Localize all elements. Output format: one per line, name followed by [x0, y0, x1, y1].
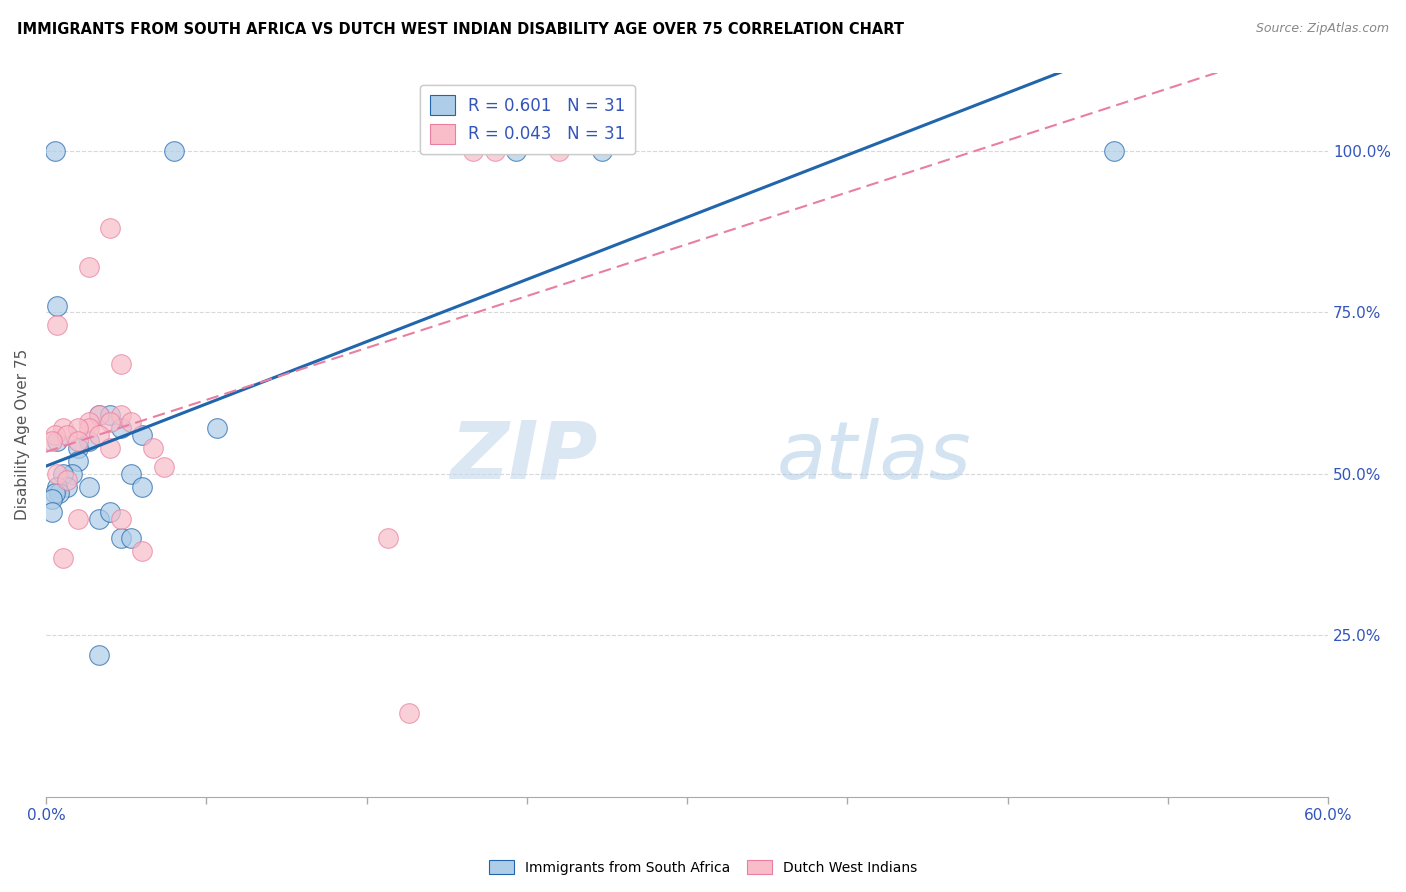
- Point: [131, 544, 153, 558]
- Point: [45, 299, 67, 313]
- Point: [110, 531, 132, 545]
- Point: [45, 479, 67, 493]
- Point: [52, 467, 75, 481]
- Point: [484, 144, 506, 158]
- Point: [591, 144, 613, 158]
- Point: [89, 512, 111, 526]
- Point: [56, 479, 79, 493]
- Point: [98, 505, 121, 519]
- Point: [463, 144, 485, 158]
- Point: [205, 421, 228, 435]
- Point: [41, 492, 63, 507]
- Point: [89, 409, 111, 423]
- Point: [1104, 144, 1126, 158]
- Point: [48, 486, 70, 500]
- Point: [77, 415, 100, 429]
- Point: [110, 512, 132, 526]
- Point: [56, 473, 79, 487]
- Legend: Immigrants from South Africa, Dutch West Indians: Immigrants from South Africa, Dutch West…: [484, 855, 922, 880]
- Point: [44, 486, 66, 500]
- Legend: R = 0.601   N = 31, R = 0.043   N = 31: R = 0.601 N = 31, R = 0.043 N = 31: [420, 85, 636, 154]
- Point: [120, 415, 142, 429]
- Point: [131, 479, 153, 493]
- Point: [44, 144, 66, 158]
- Point: [110, 357, 132, 371]
- Point: [89, 648, 111, 662]
- Y-axis label: Disability Age Over 75: Disability Age Over 75: [15, 349, 30, 520]
- Point: [77, 479, 100, 493]
- Point: [66, 512, 89, 526]
- Point: [45, 467, 67, 481]
- Point: [52, 550, 75, 565]
- Point: [45, 434, 67, 449]
- Point: [66, 421, 89, 435]
- Point: [60, 467, 83, 481]
- Point: [66, 434, 89, 449]
- Point: [110, 421, 132, 435]
- Point: [41, 434, 63, 449]
- Text: ZIP: ZIP: [450, 417, 598, 496]
- Text: IMMIGRANTS FROM SOUTH AFRICA VS DUTCH WEST INDIAN DISABILITY AGE OVER 75 CORRELA: IMMIGRANTS FROM SOUTH AFRICA VS DUTCH WE…: [17, 22, 904, 37]
- Point: [77, 421, 100, 435]
- Point: [110, 409, 132, 423]
- Text: atlas: atlas: [776, 417, 972, 496]
- Point: [44, 427, 66, 442]
- Point: [142, 441, 165, 455]
- Point: [98, 409, 121, 423]
- Point: [98, 441, 121, 455]
- Point: [163, 144, 186, 158]
- Point: [131, 427, 153, 442]
- Point: [98, 221, 121, 235]
- Point: [547, 144, 569, 158]
- Point: [120, 467, 142, 481]
- Point: [77, 434, 100, 449]
- Point: [66, 441, 89, 455]
- Point: [377, 531, 399, 545]
- Point: [89, 427, 111, 442]
- Point: [505, 144, 527, 158]
- Point: [56, 427, 79, 442]
- Point: [120, 531, 142, 545]
- Point: [152, 460, 174, 475]
- Point: [41, 505, 63, 519]
- Point: [89, 409, 111, 423]
- Point: [45, 318, 67, 332]
- Point: [52, 421, 75, 435]
- Point: [398, 706, 420, 720]
- Point: [98, 415, 121, 429]
- Point: [66, 453, 89, 467]
- Text: Source: ZipAtlas.com: Source: ZipAtlas.com: [1256, 22, 1389, 36]
- Point: [77, 260, 100, 274]
